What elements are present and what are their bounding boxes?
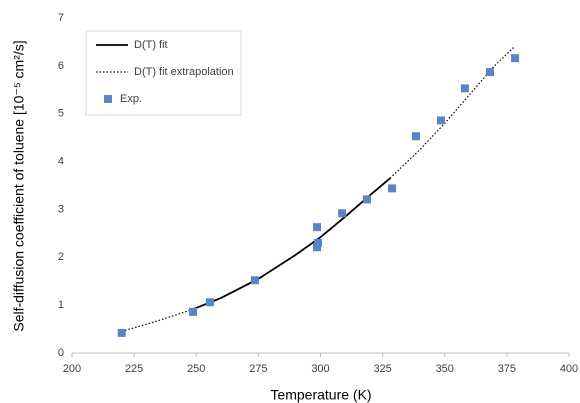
data-point bbox=[362, 195, 371, 204]
data-point bbox=[117, 328, 126, 337]
fit-line bbox=[190, 177, 391, 311]
data-point bbox=[313, 243, 322, 252]
y-tick-label: 1 bbox=[58, 299, 64, 311]
data-point bbox=[460, 84, 469, 93]
data-point bbox=[338, 209, 347, 218]
x-axis-title: Temperature (K) bbox=[270, 387, 371, 403]
y-tick-label: 3 bbox=[58, 203, 64, 215]
legend-swatch bbox=[104, 95, 112, 103]
y-tick-label: 6 bbox=[58, 60, 64, 72]
fit-line bbox=[121, 309, 192, 333]
data-point bbox=[314, 238, 323, 247]
x-tick-label: 225 bbox=[125, 363, 143, 375]
fit-line bbox=[389, 46, 515, 179]
y-tick-label: 7 bbox=[58, 12, 64, 24]
x-tick-label: 250 bbox=[187, 363, 205, 375]
data-point bbox=[313, 223, 322, 232]
legend-label: D(T) fit extrapolation bbox=[134, 66, 234, 78]
legend-label: Exp. bbox=[120, 93, 142, 105]
x-tick-label: 200 bbox=[63, 363, 81, 375]
data-point bbox=[250, 276, 259, 285]
x-tick-label: 275 bbox=[249, 363, 267, 375]
y-tick-label: 5 bbox=[58, 108, 64, 120]
y-tick-label: 2 bbox=[58, 251, 64, 263]
x-tick-label: 375 bbox=[498, 363, 516, 375]
x-tick-label: 400 bbox=[560, 363, 578, 375]
x-tick-label: 300 bbox=[311, 363, 329, 375]
y-tick-label: 0 bbox=[58, 347, 64, 359]
y-tick-label: 4 bbox=[58, 155, 64, 167]
data-point bbox=[205, 298, 214, 307]
data-point bbox=[411, 132, 420, 141]
data-point bbox=[189, 307, 198, 316]
data-point bbox=[485, 68, 494, 77]
data-point bbox=[388, 184, 397, 193]
data-point bbox=[511, 54, 520, 63]
x-tick-label: 325 bbox=[373, 363, 391, 375]
legend-label: D(T) fit bbox=[134, 39, 168, 51]
x-tick-label: 350 bbox=[436, 363, 454, 375]
y-axis-title: Self-diffusion coefficient of toluene [1… bbox=[11, 40, 27, 331]
data-point bbox=[437, 116, 446, 125]
